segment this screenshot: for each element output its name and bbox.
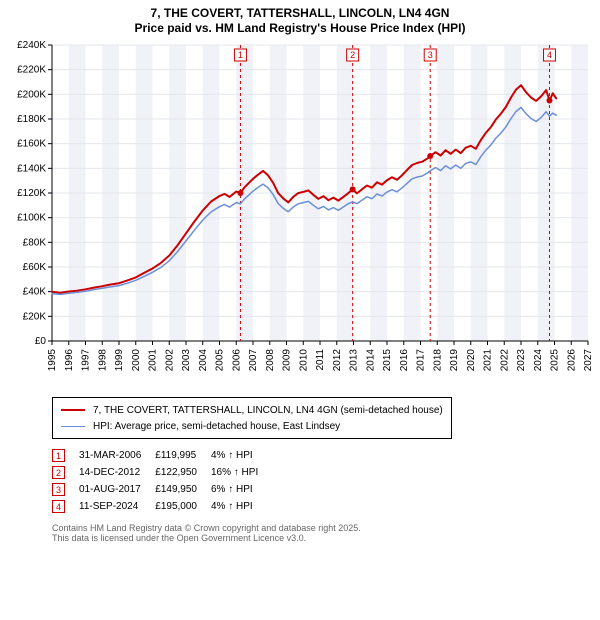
svg-text:£140K: £140K [17,163,46,174]
svg-text:2019: 2019 [449,349,460,372]
svg-text:£80K: £80K [23,237,47,248]
svg-text:2012: 2012 [332,349,343,372]
svg-text:£100K: £100K [17,213,46,224]
svg-text:£40K: £40K [23,287,47,298]
transaction-date: 01-AUG-2017 [79,481,155,498]
svg-text:2005: 2005 [215,349,226,372]
svg-text:1997: 1997 [81,349,92,372]
table-row: 214-DEC-2012£122,95016% ↑ HPI [52,464,272,481]
svg-text:2: 2 [350,50,355,60]
legend-row-hpi: HPI: Average price, semi-detached house,… [61,418,443,434]
svg-text:1999: 1999 [114,349,125,372]
transaction-diff: 4% ↑ HPI [211,447,272,464]
svg-text:2007: 2007 [248,349,259,372]
transaction-price: £119,995 [155,447,211,464]
transaction-marker: 4 [52,498,79,515]
chart-plot-area: £0 £20K £40K £60K £80K £100K £120K £140K £160K £1… [8,41,592,391]
chart-container: 7, THE COVERT, TATTERSHALL, LINCOLN, LN4… [0,0,600,553]
svg-text:2006: 2006 [231,349,242,372]
svg-text:2022: 2022 [499,349,510,372]
transaction-date: 11-SEP-2024 [79,498,155,515]
transaction-marker: 1 [52,447,79,464]
svg-text:2001: 2001 [148,349,159,372]
svg-text:£220K: £220K [17,65,46,76]
transaction-marker: 3 [52,481,79,498]
legend-label-price-paid: 7, THE COVERT, TATTERSHALL, LINCOLN, LN4… [93,405,443,416]
svg-text:£120K: £120K [17,188,46,199]
svg-text:1: 1 [238,50,243,60]
table-row: 411-SEP-2024£195,0004% ↑ HPI [52,498,272,515]
svg-text:2026: 2026 [566,349,577,372]
svg-text:1995: 1995 [47,349,58,372]
svg-text:2024: 2024 [533,349,544,372]
svg-text:1998: 1998 [97,349,108,372]
svg-text:2010: 2010 [298,349,309,372]
table-row: 131-MAR-2006£119,9954% ↑ HPI [52,447,272,464]
svg-text:2017: 2017 [416,349,427,372]
svg-text:2015: 2015 [382,349,393,372]
transaction-diff: 4% ↑ HPI [211,498,272,515]
legend-row-price-paid: 7, THE COVERT, TATTERSHALL, LINCOLN, LN4… [61,402,443,418]
footer-line2: This data is licensed under the Open Gov… [52,533,592,543]
svg-text:2021: 2021 [483,349,494,372]
svg-text:2009: 2009 [282,349,293,372]
svg-text:2003: 2003 [181,349,192,372]
svg-text:2013: 2013 [349,349,360,372]
transaction-marker: 2 [52,464,79,481]
transaction-price: £195,000 [155,498,211,515]
svg-text:2002: 2002 [164,349,175,372]
table-row: 301-AUG-2017£149,9506% ↑ HPI [52,481,272,498]
svg-text:£20K: £20K [23,311,47,322]
svg-text:2004: 2004 [198,349,209,372]
svg-text:2020: 2020 [466,349,477,372]
transactions-table: 131-MAR-2006£119,9954% ↑ HPI214-DEC-2012… [52,447,272,515]
transaction-diff: 16% ↑ HPI [211,464,272,481]
transaction-diff: 6% ↑ HPI [211,481,272,498]
svg-text:1996: 1996 [64,349,75,372]
title-block: 7, THE COVERT, TATTERSHALL, LINCOLN, LN4… [8,6,592,35]
svg-text:2018: 2018 [432,349,443,372]
chart-svg: £0 £20K £40K £60K £80K £100K £120K £140K £160K £1… [8,41,592,391]
legend-label-hpi: HPI: Average price, semi-detached house,… [93,421,340,432]
svg-text:2025: 2025 [550,349,561,372]
transaction-date: 14-DEC-2012 [79,464,155,481]
svg-text:£0: £0 [35,336,47,347]
transaction-price: £149,950 [155,481,211,498]
svg-text:2016: 2016 [399,349,410,372]
svg-text:2000: 2000 [131,349,142,372]
legend-swatch-price-paid [61,409,85,411]
svg-text:£240K: £240K [17,41,46,51]
title-subtitle: Price paid vs. HM Land Registry's House … [8,21,592,35]
svg-text:£160K: £160K [17,139,46,150]
svg-text:£180K: £180K [17,114,46,125]
svg-text:2027: 2027 [583,349,592,372]
svg-text:£60K: £60K [23,262,47,273]
transaction-price: £122,950 [155,464,211,481]
svg-text:2011: 2011 [315,349,326,371]
svg-text:3: 3 [428,50,433,60]
legend-swatch-hpi [61,426,85,427]
transaction-date: 31-MAR-2006 [79,447,155,464]
footer-attribution: Contains HM Land Registry data © Crown c… [52,523,592,543]
title-address: 7, THE COVERT, TATTERSHALL, LINCOLN, LN4… [8,6,592,20]
svg-text:2008: 2008 [265,349,276,372]
svg-text:4: 4 [547,50,552,60]
footer-line1: Contains HM Land Registry data © Crown c… [52,523,592,533]
svg-text:£200K: £200K [17,89,46,100]
svg-text:2014: 2014 [365,349,376,372]
legend-box: 7, THE COVERT, TATTERSHALL, LINCOLN, LN4… [52,397,452,439]
svg-text:2023: 2023 [516,349,527,372]
